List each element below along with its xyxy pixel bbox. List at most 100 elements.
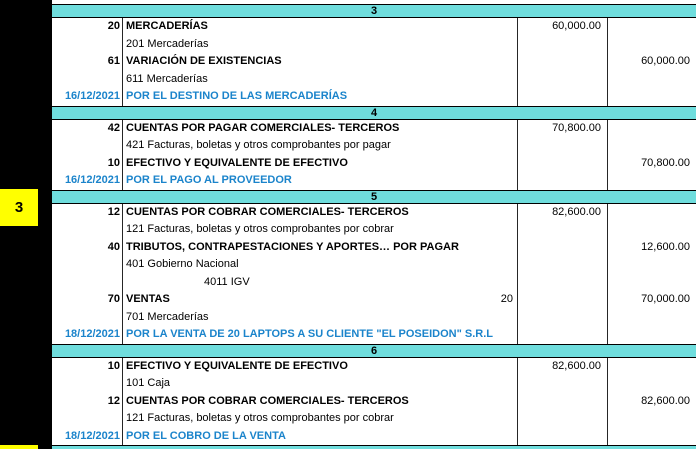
journal-entry: 42 CUENTAS POR PAGAR COMERCIALES- TERCERO… (52, 119, 696, 190)
credit-cell[interactable]: 12,600.00 (607, 238, 696, 256)
empty-date-cell[interactable] (52, 71, 122, 89)
account-code-cell[interactable]: 42 (107, 121, 120, 134)
account-name-cell[interactable]: TRIBUTOS, CONTRAPESTACIONES Y APORTES… P… (122, 238, 517, 256)
debit-cell[interactable] (517, 35, 607, 53)
debit-cell[interactable] (517, 326, 607, 344)
credit-cell[interactable] (607, 70, 696, 88)
entry-header-bar[interactable]: 6 (52, 343, 696, 358)
account-name-cell[interactable]: EFECTIVO Y EQUIVALENTE DE EFECTIVO (122, 357, 517, 375)
account-code-cell[interactable]: 10 (107, 359, 120, 372)
account-code-cell[interactable]: 61 (107, 55, 120, 67)
credit-cell[interactable] (607, 410, 696, 428)
empty-date-cell[interactable] (52, 221, 122, 239)
journal-row-gloss: 18/12/2021 POR LA VENTA DE 20 LAPTOPS A S… (52, 326, 696, 344)
debit-cell[interactable]: 82,600.00 (517, 357, 607, 375)
credit-cell[interactable] (607, 375, 696, 393)
subaccount-cell[interactable]: 121 Facturas, boletas y otros comprobant… (122, 410, 517, 428)
account-code-cell[interactable]: 40 (107, 240, 120, 253)
credit-cell[interactable] (607, 203, 696, 221)
credit-cell[interactable] (607, 273, 696, 291)
debit-cell[interactable] (517, 392, 607, 410)
credit-cell[interactable] (607, 326, 696, 344)
empty-date-cell[interactable] (52, 274, 122, 292)
journal-row-account: 40 TRIBUTOS, CONTRAPESTACIONES Y APORTES…… (52, 238, 696, 256)
debit-cell[interactable]: 82,600.00 (517, 203, 607, 221)
credit-cell[interactable] (607, 308, 696, 326)
credit-cell[interactable] (607, 18, 696, 36)
account-name-cell[interactable]: EFECTIVO Y EQUIVALENTE DE EFECTIVO (122, 154, 517, 172)
gloss-cell[interactable]: POR EL DESTINO DE LAS MERCADERÍAS (122, 88, 517, 106)
subaccount-cell[interactable]: 4011 IGV (122, 273, 517, 291)
debit-cell[interactable] (517, 410, 607, 428)
credit-cell[interactable] (607, 172, 696, 190)
entry-header-bar[interactable]: 3 (52, 4, 696, 18)
journal-row-account: 10 EFECTIVO Y EQUIVALENTE DE EFECTIVO 82,6… (52, 357, 696, 375)
subaccount-cell[interactable]: 401 Gobierno Nacional (122, 256, 517, 274)
empty-date-cell[interactable] (52, 309, 122, 327)
debit-cell[interactable] (517, 221, 607, 239)
credit-cell[interactable]: 70,800.00 (607, 154, 696, 172)
journal-entry: 10 EFECTIVO Y EQUIVALENTE DE EFECTIVO 82,6… (52, 357, 696, 445)
debit-cell[interactable] (517, 308, 607, 326)
gloss-cell[interactable]: POR EL PAGO AL PROVEEDOR (122, 172, 517, 190)
credit-cell[interactable] (607, 137, 696, 155)
subaccount-cell[interactable]: 701 Mercaderías (122, 308, 517, 326)
subaccount-cell[interactable]: 121 Facturas, boletas y otros comprobant… (122, 221, 517, 239)
debit-cell[interactable] (517, 137, 607, 155)
date-cell[interactable]: 16/12/2021 (64, 174, 120, 186)
credit-cell[interactable]: 70,000.00 (607, 291, 696, 309)
debit-cell[interactable] (517, 154, 607, 172)
debit-cell[interactable] (517, 53, 607, 71)
debit-cell[interactable]: 60,000.00 (517, 18, 607, 36)
account-name-cell[interactable]: CUENTAS POR COBRAR COMERCIALES- TERCEROS (122, 392, 517, 410)
debit-cell[interactable] (517, 375, 607, 393)
account-name-cell[interactable]: MERCADERÍAS (122, 18, 517, 36)
empty-date-cell[interactable] (52, 256, 122, 274)
debit-cell[interactable] (517, 291, 607, 309)
account-code-cell[interactable]: 70 (107, 293, 120, 305)
debit-cell[interactable] (517, 273, 607, 291)
credit-cell[interactable] (607, 427, 696, 445)
credit-cell[interactable] (607, 357, 696, 375)
empty-date-cell[interactable] (52, 375, 122, 393)
credit-cell[interactable] (607, 256, 696, 274)
debit-cell[interactable] (517, 70, 607, 88)
journal-row-detail: 121 Facturas, boletas y otros comprobant… (52, 410, 696, 428)
subaccount-cell[interactable]: 101 Caja (122, 375, 517, 393)
date-cell[interactable]: 18/12/2021 (64, 328, 120, 340)
debit-cell[interactable] (517, 427, 607, 445)
account-code-cell[interactable]: 10 (107, 156, 120, 169)
subaccount-cell[interactable]: 611 Mercaderías (122, 70, 517, 88)
date-cell[interactable]: 16/12/2021 (64, 90, 120, 102)
account-name-cell[interactable]: VARIACIÓN DE EXISTENCIAS (122, 53, 517, 71)
journal-row-detail: 4011 IGV (52, 273, 696, 292)
account-name-cell[interactable]: CUENTAS POR COBRAR COMERCIALES- TERCEROS (122, 203, 517, 221)
exercise-marker-cell[interactable]: 3 (0, 189, 38, 226)
empty-date-cell[interactable] (52, 36, 122, 54)
credit-cell[interactable] (607, 119, 696, 137)
credit-cell[interactable] (607, 88, 696, 106)
account-code-cell[interactable]: 12 (107, 394, 120, 407)
account-name-cell[interactable]: CUENTAS POR PAGAR COMERCIALES- TERCEROS (122, 119, 517, 137)
entry-header-bar[interactable]: 4 (52, 105, 696, 120)
subaccount-cell[interactable]: 421 Facturas, boletas y otros comprobant… (122, 137, 517, 155)
account-name-cell[interactable]: VENTAS 20 (122, 291, 517, 309)
date-cell[interactable]: 18/12/2021 (64, 429, 120, 442)
account-code-cell[interactable]: 12 (107, 205, 120, 218)
gloss-cell[interactable]: POR LA VENTA DE 20 LAPTOPS A SU CLIENTE … (122, 326, 517, 344)
account-code-cell[interactable]: 20 (107, 20, 120, 32)
credit-cell[interactable] (607, 221, 696, 239)
debit-cell[interactable]: 70,800.00 (517, 119, 607, 137)
debit-cell[interactable] (517, 88, 607, 106)
debit-cell[interactable] (517, 238, 607, 256)
debit-cell[interactable] (517, 256, 607, 274)
entry-header-bar[interactable]: 5 (52, 189, 696, 204)
empty-date-cell[interactable] (52, 410, 122, 428)
credit-cell[interactable] (607, 35, 696, 53)
empty-date-cell[interactable] (52, 137, 122, 155)
gloss-cell[interactable]: POR EL COBRO DE LA VENTA (122, 427, 517, 445)
debit-cell[interactable] (517, 172, 607, 190)
subaccount-cell[interactable]: 201 Mercaderías (122, 35, 517, 53)
credit-cell[interactable]: 82,600.00 (607, 392, 696, 410)
credit-cell[interactable]: 60,000.00 (607, 53, 696, 71)
